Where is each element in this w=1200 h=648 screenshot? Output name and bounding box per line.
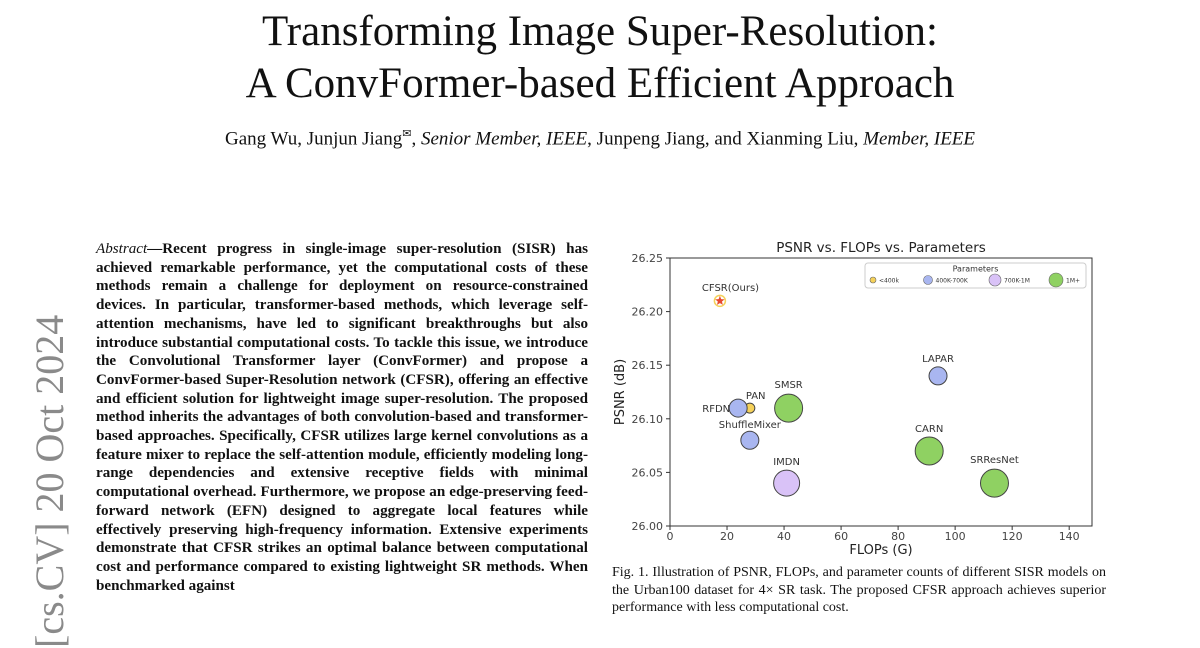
psnr-flops-chart: PSNR vs. FLOPs vs. Parameters 0 20 40 60 80 10… (613, 240, 1093, 558)
point-label: PAN (746, 391, 766, 402)
authors-text-3: , Junpeng Jiang, and Xianming Liu, (587, 128, 864, 150)
x-tick-label: 120 (1002, 530, 1023, 543)
authors-text-2: , (411, 128, 421, 150)
figure-1: PSNR vs. FLOPs vs. Parameters 0 20 40 60 80 10… (610, 236, 1110, 566)
data-point (914, 436, 944, 466)
paper-title: Transforming Image Super-Resolution: A C… (0, 6, 1200, 110)
legend-swatch (988, 273, 1002, 287)
author-list: Gang Wu, Junjun Jiang✉, Senior Member, I… (0, 127, 1200, 150)
legend-swatch (923, 275, 933, 285)
point-label: LAPAR (922, 354, 954, 365)
legend-title: Parameters (953, 265, 999, 274)
y-tick-label: 26.20 (632, 306, 664, 319)
star-marker (715, 295, 725, 305)
point-label: ShuffleMixer (719, 420, 782, 431)
point-label: SRResNet (970, 455, 1019, 466)
x-axis-label: FLOPs (G) (849, 543, 912, 558)
legend-swatch (869, 276, 877, 284)
plot-frame (669, 257, 1093, 527)
x-tick-label: 40 (777, 530, 791, 543)
y-tick-label: 26.15 (632, 359, 664, 372)
arxiv-stamp: [cs.CV] 20 Oct 2024 (27, 314, 72, 648)
point-label: SMSR (774, 380, 802, 391)
author-role-1: Senior Member, IEEE (420, 128, 588, 150)
chart-title: PSNR vs. FLOPs vs. Parameters (776, 240, 986, 256)
corresponding-mail-icon: ✉ (402, 128, 412, 140)
author-role-2: Member, IEEE (863, 128, 976, 150)
data-point (728, 398, 748, 418)
data-point (774, 393, 804, 423)
x-tick-label: 20 (720, 530, 734, 543)
y-tick-label: 26.10 (632, 413, 664, 426)
data-point (979, 468, 1009, 498)
y-tick-label: 26.05 (632, 466, 664, 479)
point-label: CARN (915, 424, 943, 435)
legend-entry: 700K-1M (1004, 278, 1030, 285)
x-tick-label: 60 (834, 530, 848, 543)
legend-entry: <400k (879, 278, 899, 285)
x-tick-label: 80 (891, 530, 905, 543)
data-point (773, 469, 801, 497)
x-tick-label: 100 (945, 530, 966, 543)
point-label: RFDN (702, 404, 730, 415)
x-tick-label: 0 (667, 530, 674, 543)
abstract: Abstract—Recent progress in single-image… (96, 240, 588, 595)
data-point (740, 430, 760, 450)
authors-text-1: Gang Wu, Junjun Jiang (224, 128, 403, 150)
data-point (713, 294, 727, 308)
legend-entry: 1M+ (1066, 278, 1080, 285)
point-label: IMDN (773, 457, 800, 468)
title-line-2: A ConvFormer-based Efficient Approach (245, 60, 955, 107)
legend-entry: 400K-700K (936, 278, 969, 285)
y-axis-label: PSNR (dB) (613, 359, 628, 425)
abstract-heading: Abstract (96, 241, 148, 257)
title-line-1: Transforming Image Super-Resolution: (262, 8, 938, 55)
data-point (928, 366, 948, 386)
legend-box (864, 262, 1087, 289)
figure-caption: Fig. 1. Illustration of PSNR, FLOPs, and… (612, 565, 1106, 615)
y-tick-label: 26.25 (632, 252, 664, 265)
point-label: CFSR(Ours) (702, 283, 759, 294)
abstract-text: —Recent progress in single-image super-r… (96, 241, 588, 594)
legend-swatch (1048, 272, 1064, 288)
x-tick-label: 140 (1059, 530, 1080, 543)
y-tick-label: 26.00 (632, 520, 664, 533)
